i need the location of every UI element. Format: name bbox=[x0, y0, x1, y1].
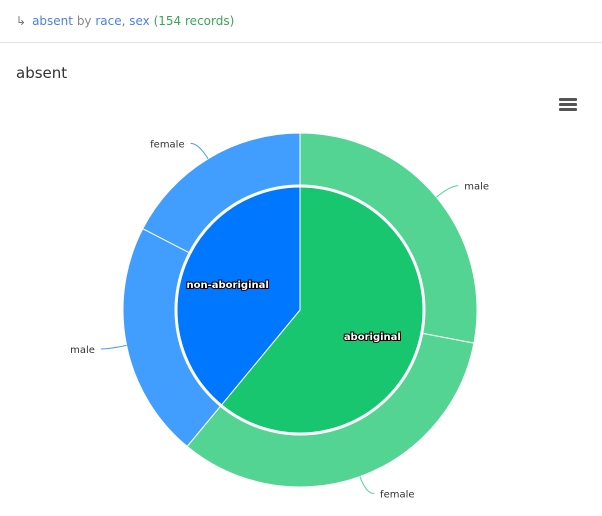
return-arrow-icon: ↳ bbox=[16, 14, 27, 28]
measure-link[interactable]: absent bbox=[32, 14, 73, 28]
hamburger-menu-icon[interactable] bbox=[559, 98, 577, 112]
outer-label: female bbox=[150, 139, 184, 150]
outer-label: male bbox=[464, 182, 489, 193]
outer-label: male bbox=[70, 345, 95, 356]
label-connector bbox=[190, 142, 209, 160]
record-count: (154 records) bbox=[153, 14, 235, 28]
dimensions-link[interactable]: race, sex bbox=[95, 14, 150, 28]
label-connector bbox=[100, 344, 127, 350]
inner-label: non-aboriginal bbox=[187, 280, 269, 291]
outer-label: female bbox=[380, 489, 414, 500]
by-text: by bbox=[76, 14, 92, 28]
query-summary: ↳ absent by race, sex (154 records) bbox=[16, 14, 234, 28]
chart-title: absent bbox=[16, 64, 68, 82]
inner-label: aboriginal bbox=[344, 332, 401, 343]
divider bbox=[0, 42, 602, 43]
label-connector bbox=[359, 476, 375, 494]
label-connector bbox=[436, 185, 459, 198]
inner-ring-border bbox=[174, 184, 426, 436]
